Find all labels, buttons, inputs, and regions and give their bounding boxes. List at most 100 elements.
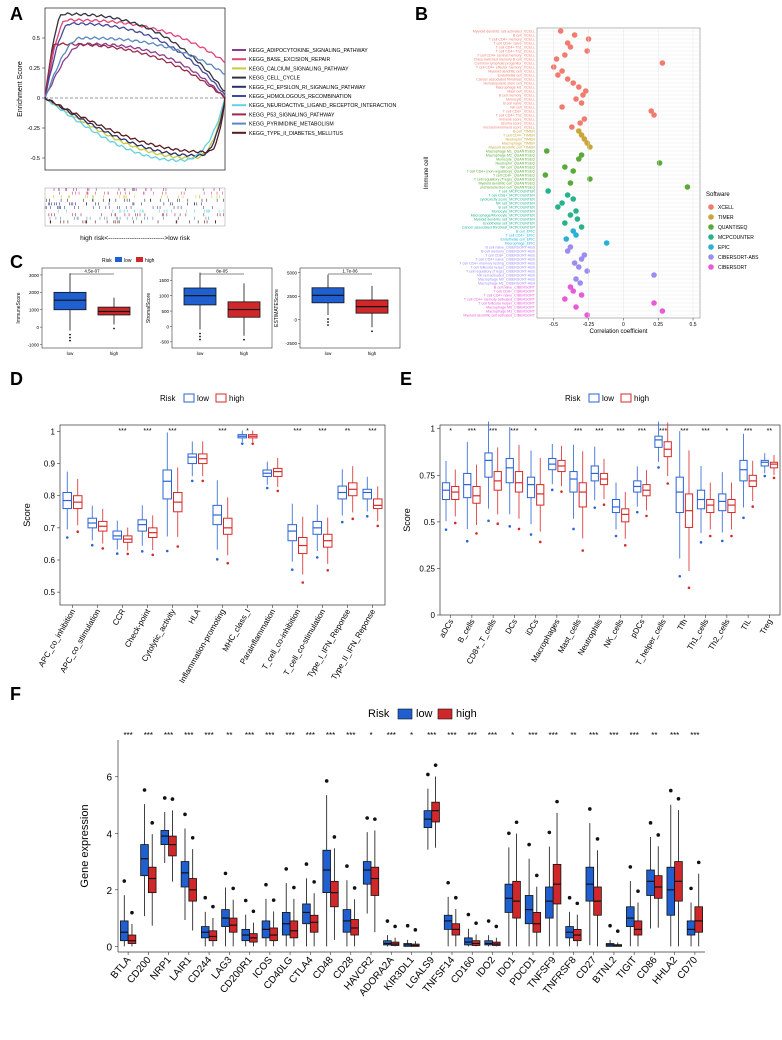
box-low-box (718, 493, 727, 512)
panel-b-legend-swatch (708, 244, 714, 250)
panel-b-legend-title: Software (706, 192, 730, 198)
panel-b-row-label: T cell CD4+ Th2_XCELL (496, 113, 535, 117)
gsea-legend-label: KEGG_FC_EPSILON_RI_SIGNALING_PATHWAY (249, 85, 366, 91)
panel-c-xtick-label: low (325, 351, 333, 356)
panel-f-outlier (190, 836, 195, 840)
panel-b-row-label: Cancer associated fibroblast_XCELL (476, 77, 535, 81)
legend-low-swatch (183, 393, 195, 403)
ylabel: Score (402, 508, 412, 532)
panel-b-legend-label: MCPCOUNTER (718, 235, 754, 241)
panel-f-outlier (636, 889, 640, 894)
panel-f-sig-stars: *** (670, 731, 679, 740)
panel-b-row-label: T cell CD4+ naive_XCELL (493, 41, 535, 45)
panel-b-point (555, 204, 561, 210)
panel-b-row-label: T cell CD8+_XCELL (503, 109, 535, 113)
outlier-low (265, 486, 269, 490)
outlier-high (301, 581, 305, 584)
sig-stars: * (726, 428, 729, 435)
outlier-low (742, 516, 745, 520)
panel-f-xtick-label: IDO2 (474, 955, 498, 980)
panel-f-outlier (595, 837, 600, 841)
sig-stars: *** (143, 428, 151, 435)
panel-a-gsea: -0.5 -0.25 0 0.25 0.5 Enrichment Score KEGG_AD… (17, 7, 396, 242)
sig-stars: *** (368, 428, 376, 435)
outlier-high (708, 534, 712, 538)
xtick-label: Tfh (676, 618, 690, 633)
sig-stars: *** (510, 428, 518, 435)
ytick-label: 0 (431, 611, 436, 620)
box-low-box (441, 482, 451, 501)
panel-f-ytick-label: 4 (106, 829, 112, 840)
panel-f-outlier (494, 924, 499, 929)
panel-f-outlier (527, 842, 531, 847)
outlier-high (475, 532, 478, 535)
panel-b-legend-swatch (708, 204, 714, 210)
outlier-high (101, 547, 105, 550)
box-low-box (675, 476, 684, 514)
panel-b-row-label: Neutrophil_TIMER (505, 137, 535, 141)
panel-b-row-label: microenvironment score_XCELL (483, 125, 535, 129)
panel-c-xtick-label: low (197, 351, 205, 356)
panel-b-row-label: B cell naive_CIBERSORT-ABS (486, 245, 536, 249)
panel-b-point (581, 116, 588, 122)
panel-b-point (559, 104, 565, 110)
panel-f-sig-stars: *** (285, 731, 294, 740)
panel-b-row-label: Macrophage M0_CIBERSORT-ABS (478, 277, 536, 281)
gsea-legend-label: KEGG_BASE_EXCISION_REPAIR (249, 57, 330, 63)
panel-f-legend-high-swatch (437, 708, 453, 720)
outlier-high (351, 517, 355, 521)
panel-c-ytick-label: 1000 (29, 308, 40, 313)
panel-b-point (571, 32, 578, 38)
panel-b-legend-label: EPIC (718, 245, 730, 251)
panel-b-point (582, 88, 589, 94)
box-low-box (526, 476, 536, 499)
panel-f-low-box (626, 906, 635, 927)
ytick-label: 0.9 (44, 460, 56, 469)
ytick-label: 0.5 (424, 518, 436, 527)
panel-b-row-label: T cell follicular helper_CIBERSORT-ABS (470, 265, 535, 269)
panel-b-point (578, 132, 585, 138)
panel-f-sig-stars: *** (184, 731, 193, 740)
outlier-high (201, 479, 205, 483)
panel-b-point (577, 120, 583, 126)
outlier-low (635, 510, 639, 514)
panel-b-point (575, 84, 582, 90)
panel-f-sig-stars: ** (570, 731, 576, 740)
panel-b-row-label: uncharacterized cell_QUANTISEQ (480, 185, 535, 189)
panel-d-immune-function: Risk low high0.50.60.70.80.91ScoreAPC_co_i… (22, 393, 386, 685)
panel-b-row-label: Hematopoietic stem cell_XCELL (483, 81, 535, 85)
panel-b-row-label: T cell CD8+_CIBERSORT (493, 289, 536, 293)
panel-c-outlier (371, 330, 373, 333)
panel-f-sig-stars: *** (589, 731, 598, 740)
panel-c-pvalue: 4.5e-07 (84, 269, 100, 274)
outlier-low (140, 550, 144, 553)
panel-f-sig-stars: *** (123, 731, 132, 740)
panel-c-outlier (69, 339, 71, 342)
outlier-low (614, 534, 618, 538)
sig-stars: ** (767, 428, 773, 435)
panel-f-xtick-label: CD48 (311, 955, 336, 982)
panel-b-row-label: Macrophage M0_CIBERSORT (486, 305, 536, 309)
panel-b-row-label: T cell CD4+ memory activated_CIBERSORT (464, 297, 536, 301)
outlier-high (76, 530, 80, 534)
panel-f-outlier (514, 820, 519, 825)
gsea-legend-label: KEGG_CALCIUM_SIGNALING_PATHWAY (249, 66, 349, 72)
panel-b-row-label: Macrophage M1_XCELL (496, 85, 535, 89)
panel-b-point (578, 256, 585, 262)
panel-f-ytick-label: 2 (106, 886, 112, 897)
outlier-high (623, 544, 627, 547)
sig-stars: *** (489, 428, 497, 435)
panel-f-outlier (405, 923, 410, 928)
gsea-series-line (44, 42, 226, 100)
box-low-box (287, 524, 297, 542)
gsea-legend-label: KEGG_HOMOLOGOUS_RECOMBINATION (249, 94, 352, 100)
panel-f-outlier (304, 862, 309, 866)
panel-b-legend-swatch (708, 234, 714, 240)
gsea-legend-label: KEGG_PYRIMIDINE_METABOLISM (249, 122, 334, 128)
panel-b-row-label: Myeloid dendritic cell_XCELL (488, 69, 535, 73)
panel-a-rug-frame (44, 187, 226, 227)
panel-b-point (648, 108, 655, 114)
panel-b-point (575, 128, 582, 134)
box-low-box (611, 499, 621, 514)
